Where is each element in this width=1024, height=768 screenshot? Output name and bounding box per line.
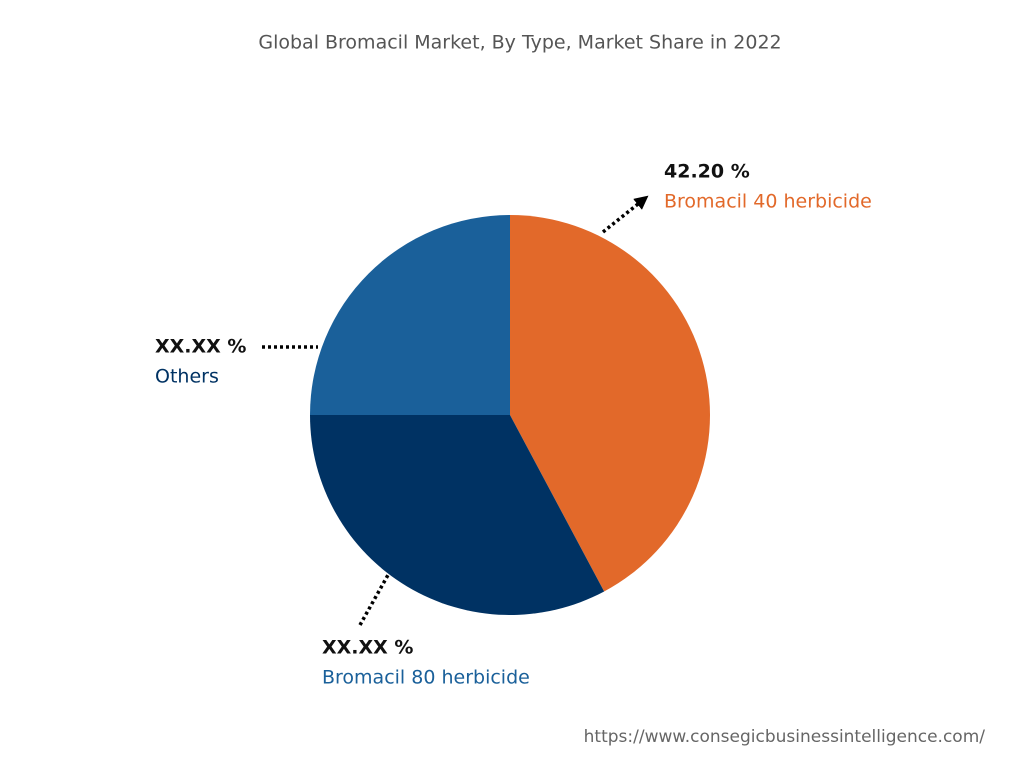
value-label: 42.20 % bbox=[664, 161, 750, 183]
pie-slice bbox=[510, 215, 711, 592]
category-label: Bromacil 40 herbicide bbox=[664, 191, 872, 213]
category-label: Others bbox=[155, 366, 219, 388]
pie bbox=[310, 215, 711, 615]
pie-slice bbox=[310, 415, 605, 615]
leader-line bbox=[601, 195, 649, 234]
chart-title: Global Bromacil Market, By Type, Market … bbox=[258, 32, 781, 54]
value-label: XX.XX % bbox=[322, 637, 413, 659]
pie-slice bbox=[310, 215, 510, 415]
category-label: Bromacil 80 herbicide bbox=[322, 667, 530, 689]
value-label: XX.XX % bbox=[155, 336, 246, 358]
source-url: https://www.consegicbusinessintelligence… bbox=[584, 727, 986, 747]
leader-line bbox=[358, 574, 390, 626]
